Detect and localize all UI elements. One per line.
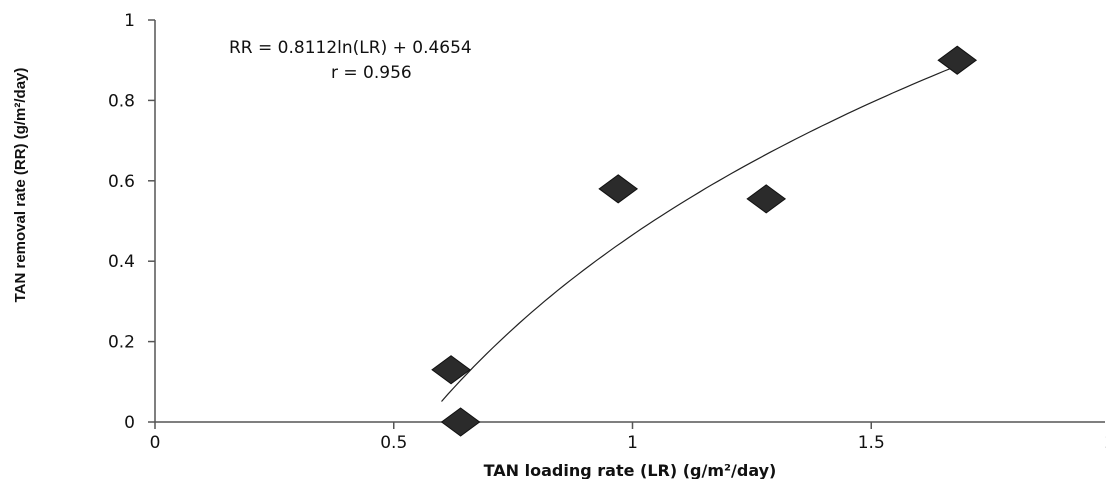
x-tick-label: 1 bbox=[627, 433, 638, 453]
axes: 0 0.2 0.4 0.6 0.8 1 0 0.5 1 1.5 2 bbox=[108, 11, 1106, 453]
y-tick-label: 0.2 bbox=[108, 333, 135, 353]
y-tick-label: 0.6 bbox=[108, 172, 135, 192]
data-points bbox=[431, 45, 978, 437]
x-tick-label: 0 bbox=[150, 433, 161, 453]
y-axis-title: TAN removal rate (RR) (g/m²/day) bbox=[12, 68, 29, 303]
log-trendline bbox=[441, 65, 958, 402]
y-tick-label: 0 bbox=[124, 413, 135, 433]
y-axis-ticks: 0 0.2 0.4 0.6 0.8 1 bbox=[108, 11, 155, 433]
x-tick-label: 1.5 bbox=[858, 433, 885, 453]
data-point bbox=[431, 355, 471, 385]
y-tick-label: 0.8 bbox=[108, 91, 135, 111]
data-point bbox=[937, 45, 978, 75]
y-tick-label: 1 bbox=[124, 11, 135, 31]
data-point bbox=[440, 407, 481, 437]
y-tick-label: 0.4 bbox=[108, 252, 135, 272]
x-tick-label: 0.5 bbox=[380, 433, 407, 453]
x-tick-label: 2 bbox=[1105, 433, 1106, 453]
data-point bbox=[598, 174, 639, 204]
x-axis-ticks: 0 0.5 1 1.5 2 bbox=[150, 422, 1106, 453]
data-point bbox=[746, 184, 787, 214]
x-axis-title: TAN loading rate (LR) (g/m²/day) bbox=[484, 461, 777, 479]
trendline-equation: RR = 0.8112ln(LR) + 0.4654 bbox=[229, 38, 472, 58]
correlation-coefficient: r = 0.956 bbox=[331, 63, 412, 83]
